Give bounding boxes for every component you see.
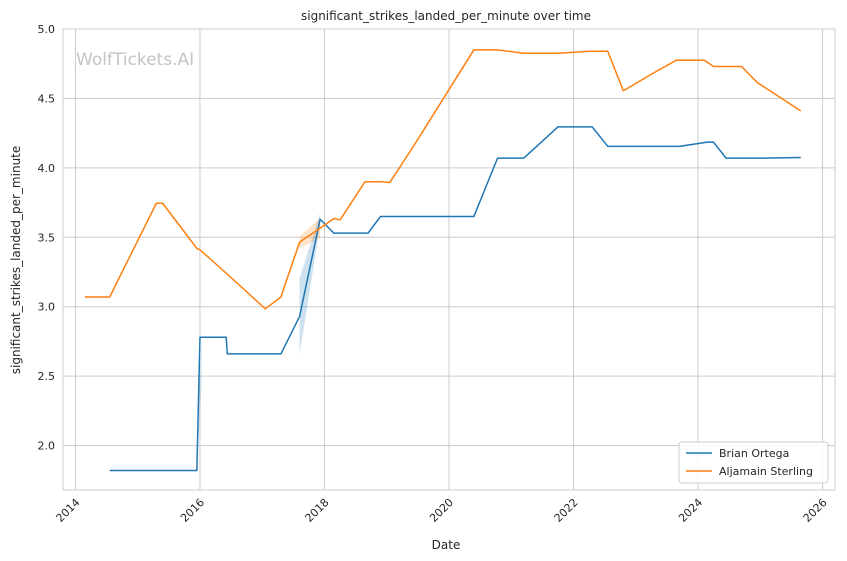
- watermark-text: WolfTickets.AI: [76, 50, 194, 70]
- series-line-aljamain-sterling: [84, 49, 802, 310]
- y-tick-label: 4.5: [38, 92, 56, 105]
- legend-box: [678, 441, 829, 484]
- series-lines: [84, 49, 802, 472]
- chart-title: significant_strikes_landed_per_minute ov…: [301, 9, 591, 23]
- y-tick-label: 3.5: [38, 231, 56, 244]
- plot-frame: [62, 28, 836, 491]
- series-line-brian-ortega: [109, 126, 801, 472]
- y-tick-label: 5.0: [38, 23, 56, 36]
- y-tick-label: 3.0: [38, 301, 56, 314]
- y-axis-ticks: 2.0 2.5 3.0 3.5 4.0 4.5 5.0: [38, 23, 56, 453]
- x-axis-title: Date: [432, 538, 461, 552]
- confidence-band: [299, 213, 321, 355]
- legend-label-aljamain-sterling: Aljamain Sterling: [719, 465, 813, 478]
- legend: Brian Ortega Aljamain Sterling: [678, 441, 829, 484]
- y-tick-label: 2.5: [38, 370, 56, 383]
- y-tick-label: 4.0: [38, 162, 56, 175]
- legend-label-brian-ortega: Brian Ortega: [719, 447, 789, 460]
- y-tick-label: 2.0: [38, 440, 56, 453]
- y-axis-title: significant_strikes_landed_per_minute: [9, 146, 23, 375]
